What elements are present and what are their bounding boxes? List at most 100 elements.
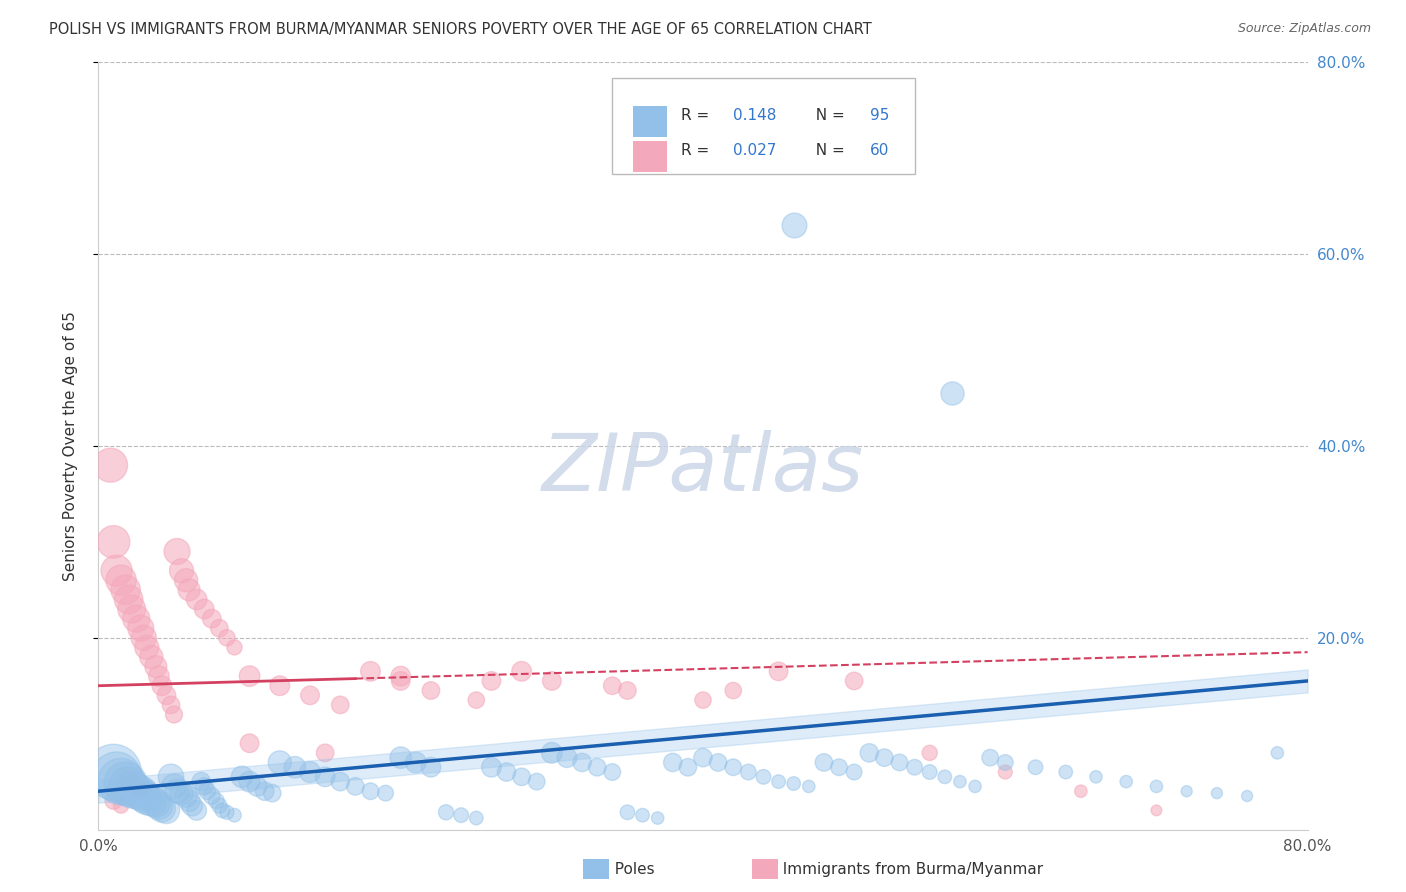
Point	[723, 683, 745, 698]
Point	[181, 798, 204, 813]
Point	[1144, 804, 1167, 818]
Text: Immigrants from Burma/Myanmar: Immigrants from Burma/Myanmar	[773, 863, 1043, 877]
Point	[121, 782, 143, 797]
Text: N =: N =	[806, 143, 849, 158]
Point	[174, 789, 197, 803]
Text: 0.027: 0.027	[734, 143, 776, 158]
Point	[205, 794, 228, 808]
Point	[949, 774, 972, 789]
Point	[299, 689, 322, 703]
Point	[125, 612, 148, 626]
Point	[768, 665, 790, 679]
Point	[195, 784, 218, 798]
Point	[707, 756, 730, 770]
Point	[844, 673, 866, 688]
Point	[110, 574, 132, 588]
Point	[125, 784, 148, 798]
Point	[420, 760, 443, 774]
Text: 0.148: 0.148	[734, 108, 776, 122]
Point	[1054, 765, 1077, 780]
Point	[752, 770, 775, 784]
Point	[934, 770, 956, 784]
Point	[201, 612, 224, 626]
Point	[481, 673, 503, 688]
Point	[170, 564, 193, 578]
Point	[135, 640, 157, 655]
Point	[1175, 784, 1198, 798]
Point	[284, 760, 307, 774]
Point	[208, 798, 231, 813]
Point	[129, 621, 152, 635]
Point	[510, 665, 533, 679]
Point	[828, 760, 851, 774]
Point	[768, 774, 790, 789]
Point	[148, 798, 170, 813]
Point	[121, 602, 143, 616]
Point	[160, 770, 183, 784]
Point	[110, 798, 132, 813]
Text: POLISH VS IMMIGRANTS FROM BURMA/MYANMAR SENIORS POVERTY OVER THE AGE OF 65 CORRE: POLISH VS IMMIGRANTS FROM BURMA/MYANMAR …	[49, 22, 872, 37]
Point	[510, 770, 533, 784]
Point	[118, 592, 141, 607]
Point	[132, 631, 155, 645]
Point	[170, 786, 193, 800]
Point	[193, 780, 215, 794]
FancyBboxPatch shape	[613, 78, 915, 174]
Point	[889, 756, 911, 770]
Point	[186, 592, 208, 607]
Point	[344, 780, 367, 794]
Point	[211, 804, 233, 818]
Point	[586, 760, 609, 774]
Point	[465, 693, 488, 707]
Point	[129, 782, 152, 797]
Point	[110, 774, 132, 789]
Point	[540, 673, 562, 688]
Point	[160, 698, 183, 712]
Point	[100, 458, 122, 473]
Point	[299, 765, 322, 780]
Point	[661, 756, 683, 770]
Text: ZIPatlas: ZIPatlas	[541, 430, 865, 508]
Point	[215, 805, 238, 820]
Point	[783, 776, 806, 790]
Text: Source: ZipAtlas.com: Source: ZipAtlas.com	[1237, 22, 1371, 36]
Bar	[633, 106, 666, 136]
Point	[941, 386, 963, 401]
Point	[374, 786, 396, 800]
Point	[166, 544, 188, 558]
Bar	[633, 141, 666, 172]
Point	[105, 564, 128, 578]
Point	[132, 784, 155, 798]
Point	[602, 679, 624, 693]
Point	[389, 669, 412, 683]
Point	[148, 669, 170, 683]
Point	[858, 746, 880, 760]
Point	[239, 736, 262, 750]
Point	[145, 659, 167, 673]
Point	[150, 801, 173, 815]
Point	[262, 786, 284, 800]
Point	[737, 765, 759, 780]
Point	[994, 756, 1017, 770]
Point	[132, 789, 155, 803]
Point	[797, 780, 820, 794]
Point	[129, 786, 152, 800]
Point	[118, 780, 141, 794]
Point	[329, 698, 352, 712]
Point	[118, 772, 141, 787]
Point	[1024, 760, 1046, 774]
Point	[174, 574, 197, 588]
Point	[179, 794, 201, 808]
Point	[253, 784, 276, 798]
Point	[193, 602, 215, 616]
Point	[215, 631, 238, 645]
Point	[150, 679, 173, 693]
Point	[676, 760, 699, 774]
Point	[314, 746, 336, 760]
Point	[114, 776, 136, 790]
Point	[314, 770, 336, 784]
Point	[186, 804, 208, 818]
Point	[155, 804, 177, 818]
Point	[141, 794, 163, 808]
Point	[647, 811, 669, 825]
